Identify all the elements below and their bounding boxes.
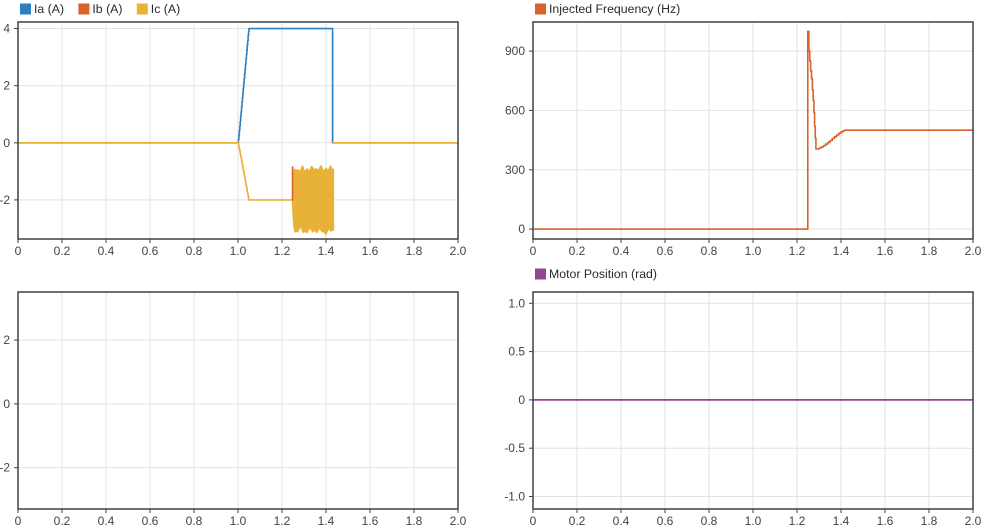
svg-text:0: 0	[15, 244, 22, 258]
svg-text:0.2: 0.2	[569, 514, 586, 528]
svg-text:0.4: 0.4	[613, 244, 630, 258]
svg-text:0.6: 0.6	[142, 514, 159, 528]
svg-text:Motor Position (rad): Motor Position (rad)	[549, 267, 657, 281]
svg-text:Ia (A): Ia (A)	[34, 2, 64, 16]
svg-text:0.4: 0.4	[613, 514, 630, 528]
svg-text:0: 0	[15, 514, 22, 528]
svg-text:600: 600	[505, 103, 525, 117]
svg-text:0.4: 0.4	[98, 514, 115, 528]
svg-text:0: 0	[530, 514, 537, 528]
svg-text:1.0: 1.0	[230, 244, 247, 258]
svg-text:2.0: 2.0	[450, 514, 467, 528]
svg-text:0.8: 0.8	[701, 514, 718, 528]
svg-text:1.6: 1.6	[877, 244, 894, 258]
svg-text:1.4: 1.4	[833, 514, 850, 528]
svg-text:-2: -2	[0, 193, 10, 207]
svg-text:0: 0	[3, 136, 10, 150]
svg-text:0: 0	[518, 393, 525, 407]
svg-text:2.0: 2.0	[965, 244, 982, 258]
svg-text:1.6: 1.6	[362, 514, 379, 528]
svg-text:-0.5: -0.5	[504, 441, 525, 455]
svg-text:1.8: 1.8	[406, 244, 423, 258]
svg-text:0.6: 0.6	[657, 244, 674, 258]
svg-text:0.8: 0.8	[186, 244, 203, 258]
svg-text:1.2: 1.2	[789, 244, 806, 258]
svg-text:0.5: 0.5	[508, 345, 525, 359]
svg-text:1.2: 1.2	[274, 244, 291, 258]
svg-text:1.2: 1.2	[789, 514, 806, 528]
svg-text:1.0: 1.0	[230, 514, 247, 528]
svg-text:1.8: 1.8	[921, 514, 938, 528]
svg-text:0.8: 0.8	[186, 514, 203, 528]
svg-text:2: 2	[3, 333, 10, 347]
svg-text:1.4: 1.4	[318, 514, 335, 528]
svg-text:-2: -2	[0, 461, 10, 475]
svg-text:0: 0	[530, 244, 537, 258]
svg-text:0.6: 0.6	[657, 514, 674, 528]
svg-text:0: 0	[518, 222, 525, 236]
svg-text:1.8: 1.8	[406, 514, 423, 528]
svg-text:900: 900	[505, 44, 525, 58]
svg-text:300: 300	[505, 163, 525, 177]
svg-text:0.6: 0.6	[142, 244, 159, 258]
svg-text:0.8: 0.8	[701, 244, 718, 258]
svg-text:1.4: 1.4	[318, 244, 335, 258]
svg-text:0.2: 0.2	[54, 244, 71, 258]
svg-text:0.2: 0.2	[54, 514, 71, 528]
svg-text:4: 4	[3, 22, 10, 36]
svg-text:0.2: 0.2	[569, 244, 586, 258]
svg-text:1.6: 1.6	[362, 244, 379, 258]
svg-text:2: 2	[3, 79, 10, 93]
svg-text:Injected Frequency (Hz): Injected Frequency (Hz)	[549, 2, 680, 16]
svg-text:-1.0: -1.0	[504, 490, 525, 504]
svg-text:1.6: 1.6	[877, 514, 894, 528]
svg-text:1.8: 1.8	[921, 244, 938, 258]
svg-text:0: 0	[3, 397, 10, 411]
svg-text:1.2: 1.2	[274, 514, 291, 528]
svg-text:0.4: 0.4	[98, 244, 115, 258]
svg-text:2.0: 2.0	[450, 244, 467, 258]
svg-text:1.0: 1.0	[508, 296, 525, 310]
svg-text:1.0: 1.0	[745, 514, 762, 528]
svg-text:2.0: 2.0	[965, 514, 982, 528]
svg-text:1.4: 1.4	[833, 244, 850, 258]
svg-text:1.0: 1.0	[745, 244, 762, 258]
svg-text:Ib (A): Ib (A)	[92, 2, 122, 16]
svg-text:Ic (A): Ic (A)	[151, 2, 180, 16]
